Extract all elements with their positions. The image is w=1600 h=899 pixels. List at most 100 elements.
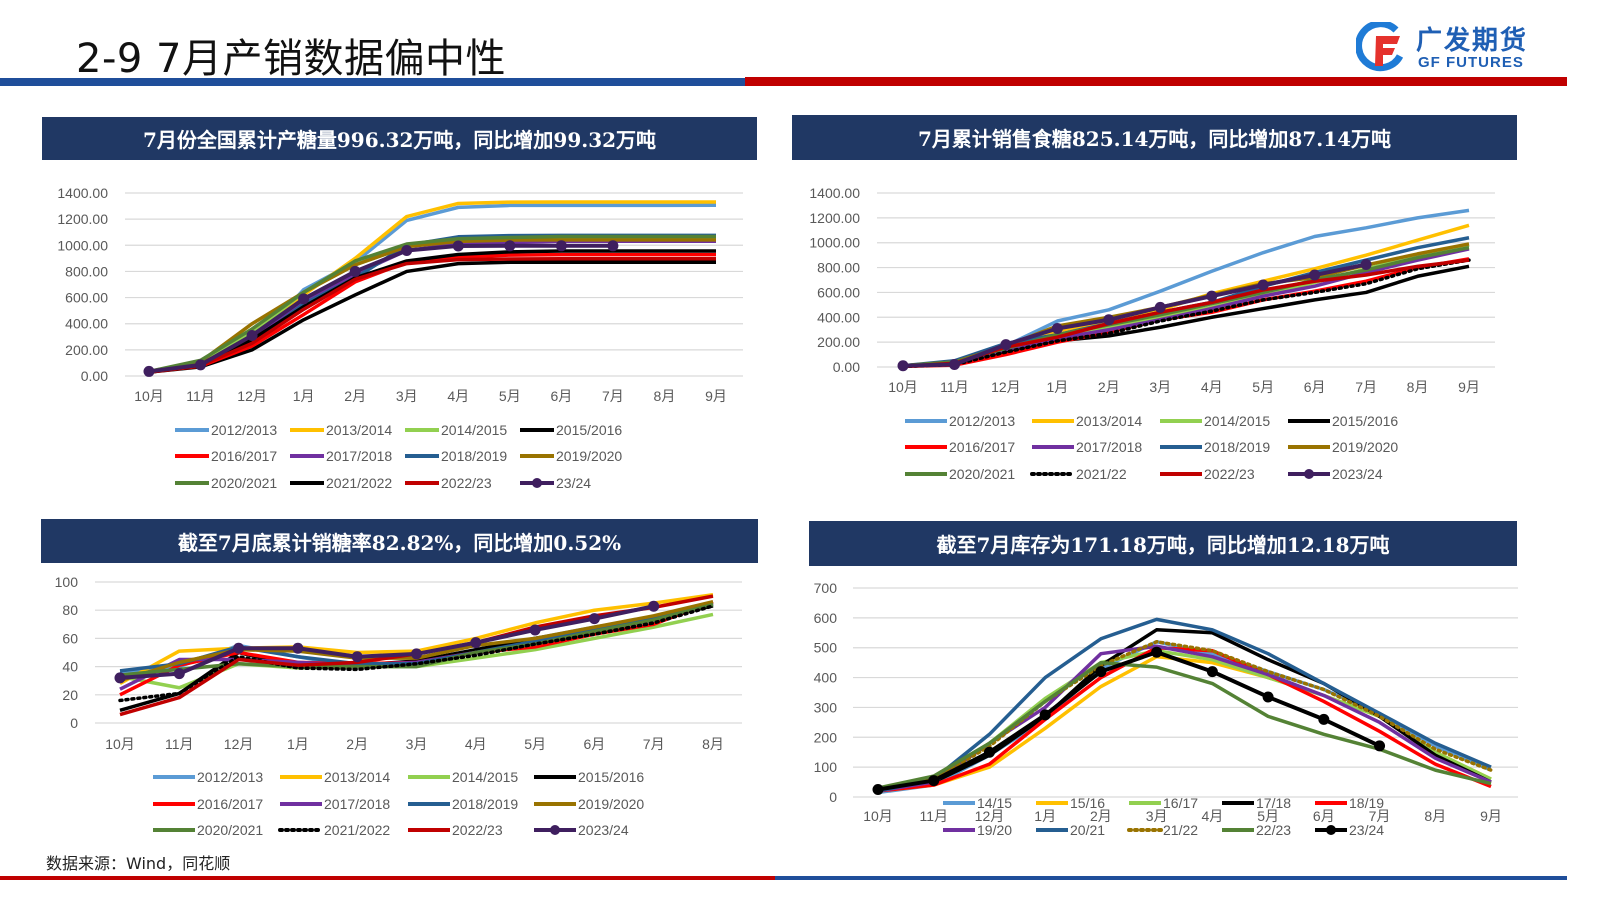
series-line-2013-2014	[119, 592, 714, 686]
legend-label: 2020/2021	[949, 466, 1015, 482]
series-line-2019-2020	[902, 242, 1470, 368]
series-line-21-22	[876, 639, 1493, 792]
data-point	[948, 359, 960, 371]
series-line-23-24	[148, 243, 613, 374]
legend-label: 2021/22	[1076, 466, 1127, 482]
y-tick-label: 80	[62, 602, 78, 618]
y-tick-label: 500	[814, 640, 838, 656]
data-point	[607, 240, 619, 252]
legend-item: 2014/2015	[408, 769, 518, 785]
legend-item: 22/23	[1222, 822, 1291, 838]
data-point	[173, 668, 185, 680]
x-tick-label: 7月	[1355, 379, 1377, 395]
legend-item: 23/24	[520, 475, 591, 491]
y-tick-label: 600	[814, 610, 838, 626]
legend-label: 2022/23	[441, 475, 492, 491]
legend-marker	[550, 825, 560, 835]
x-tick-label: 9月	[705, 388, 727, 404]
x-tick-label: 5月	[1252, 379, 1274, 395]
series-line-2023-24	[119, 604, 655, 680]
data-point	[1206, 666, 1218, 678]
legend-item: 2015/2016	[1288, 413, 1398, 429]
legend-label: 2020/2021	[197, 822, 263, 838]
y-tick-label: 200	[814, 729, 838, 745]
x-tick-label: 9月	[1480, 808, 1502, 824]
legend-item: 2022/23	[408, 822, 503, 838]
legend-item: 2013/2014	[290, 422, 392, 438]
y-tick-label: 40	[62, 659, 78, 675]
x-tick-label: 6月	[550, 388, 572, 404]
x-tick-label: 8月	[1407, 379, 1429, 395]
data-point	[1095, 666, 1107, 678]
legend-label: 2019/2020	[1332, 439, 1398, 455]
data-point	[1206, 290, 1218, 302]
legend-item: 2013/2014	[1032, 413, 1142, 429]
legend-label: 2016/2017	[949, 439, 1015, 455]
data-point	[143, 365, 155, 377]
data-point	[1374, 740, 1386, 752]
legend-label: 2018/2019	[441, 448, 507, 464]
x-tick-label: 4月	[1201, 808, 1223, 824]
chart-2-header: 7月累计销售食糖825.14万吨，同比增加87.14万吨	[792, 115, 1517, 160]
y-tick-label: 400.00	[65, 316, 108, 332]
legend-item: 2016/2017	[175, 448, 277, 464]
legend-label: 2023/24	[578, 822, 629, 838]
gf-logo-icon	[1356, 22, 1404, 72]
legend-label: 2018/2019	[1204, 439, 1270, 455]
series-line-2013-2014	[902, 223, 1470, 368]
series-line-2021-2022	[148, 249, 716, 374]
data-point	[292, 642, 304, 654]
data-point	[411, 648, 422, 660]
data-point	[897, 360, 909, 372]
legend-item: 2020/2021	[175, 475, 277, 491]
legend-item: 2019/2020	[1288, 439, 1398, 455]
page-title: 2-9 7月产销数据偏中性	[76, 36, 506, 82]
y-tick-label: 1000.00	[809, 235, 860, 251]
x-tick-label: 3月	[1146, 808, 1168, 824]
x-tick-label: 3月	[1149, 379, 1171, 395]
legend-label: 20/21	[1070, 822, 1105, 838]
x-tick-label: 11月	[186, 388, 215, 404]
data-point	[588, 613, 600, 625]
x-tick-label: 4月	[1201, 379, 1223, 395]
legend-item: 2019/2020	[520, 448, 622, 464]
x-tick-label: 1月	[287, 736, 309, 752]
data-point	[1000, 339, 1012, 351]
y-tick-label: 1200.00	[809, 210, 860, 226]
header-divider-blue	[0, 78, 745, 86]
y-tick-label: 200.00	[817, 334, 860, 350]
data-point	[298, 293, 310, 305]
y-tick-label: 100	[55, 574, 79, 590]
legend-label: 21/22	[1163, 822, 1198, 838]
legend-item: 15/16	[1036, 795, 1105, 811]
legend-item: 2017/2018	[280, 796, 390, 812]
legend-label: 2022/23	[1204, 466, 1255, 482]
data-point	[1262, 691, 1274, 703]
x-tick-label: 10月	[134, 388, 164, 404]
legend-item: 18/19	[1315, 795, 1384, 811]
data-point	[1151, 646, 1163, 658]
legend-item: 21/22	[1127, 822, 1198, 838]
legend-label: 16/17	[1163, 795, 1198, 811]
data-point	[928, 775, 940, 787]
y-tick-label: 0	[70, 715, 78, 731]
x-tick-label: 2月	[344, 388, 366, 404]
legend-label: 23/24	[1349, 822, 1384, 838]
legend-item: 14/15	[943, 795, 1012, 811]
legend-label: 2019/2020	[556, 448, 622, 464]
footer-divider-blue	[775, 876, 1567, 880]
y-tick-label: 1400.00	[809, 185, 860, 201]
x-tick-label: 2月	[346, 736, 368, 752]
legend-label: 22/23	[1256, 822, 1291, 838]
legend-item: 23/24	[1315, 822, 1384, 838]
legend-label: 2013/2014	[1076, 413, 1142, 429]
y-tick-label: 200.00	[65, 342, 108, 358]
legend-item: 2022/23	[405, 475, 492, 491]
chart-3-header: 截至7月底累计销糖率82.82%，同比增加0.52%	[41, 519, 758, 563]
legend-label: 2019/2020	[578, 796, 644, 812]
y-tick-label: 800.00	[65, 263, 108, 279]
x-tick-label: 10月	[863, 808, 893, 824]
x-tick-label: 11月	[940, 379, 969, 395]
chart-1: 0.00 200.00 400.00 600.00 800.00 1000.00 1200.…	[57, 185, 743, 491]
